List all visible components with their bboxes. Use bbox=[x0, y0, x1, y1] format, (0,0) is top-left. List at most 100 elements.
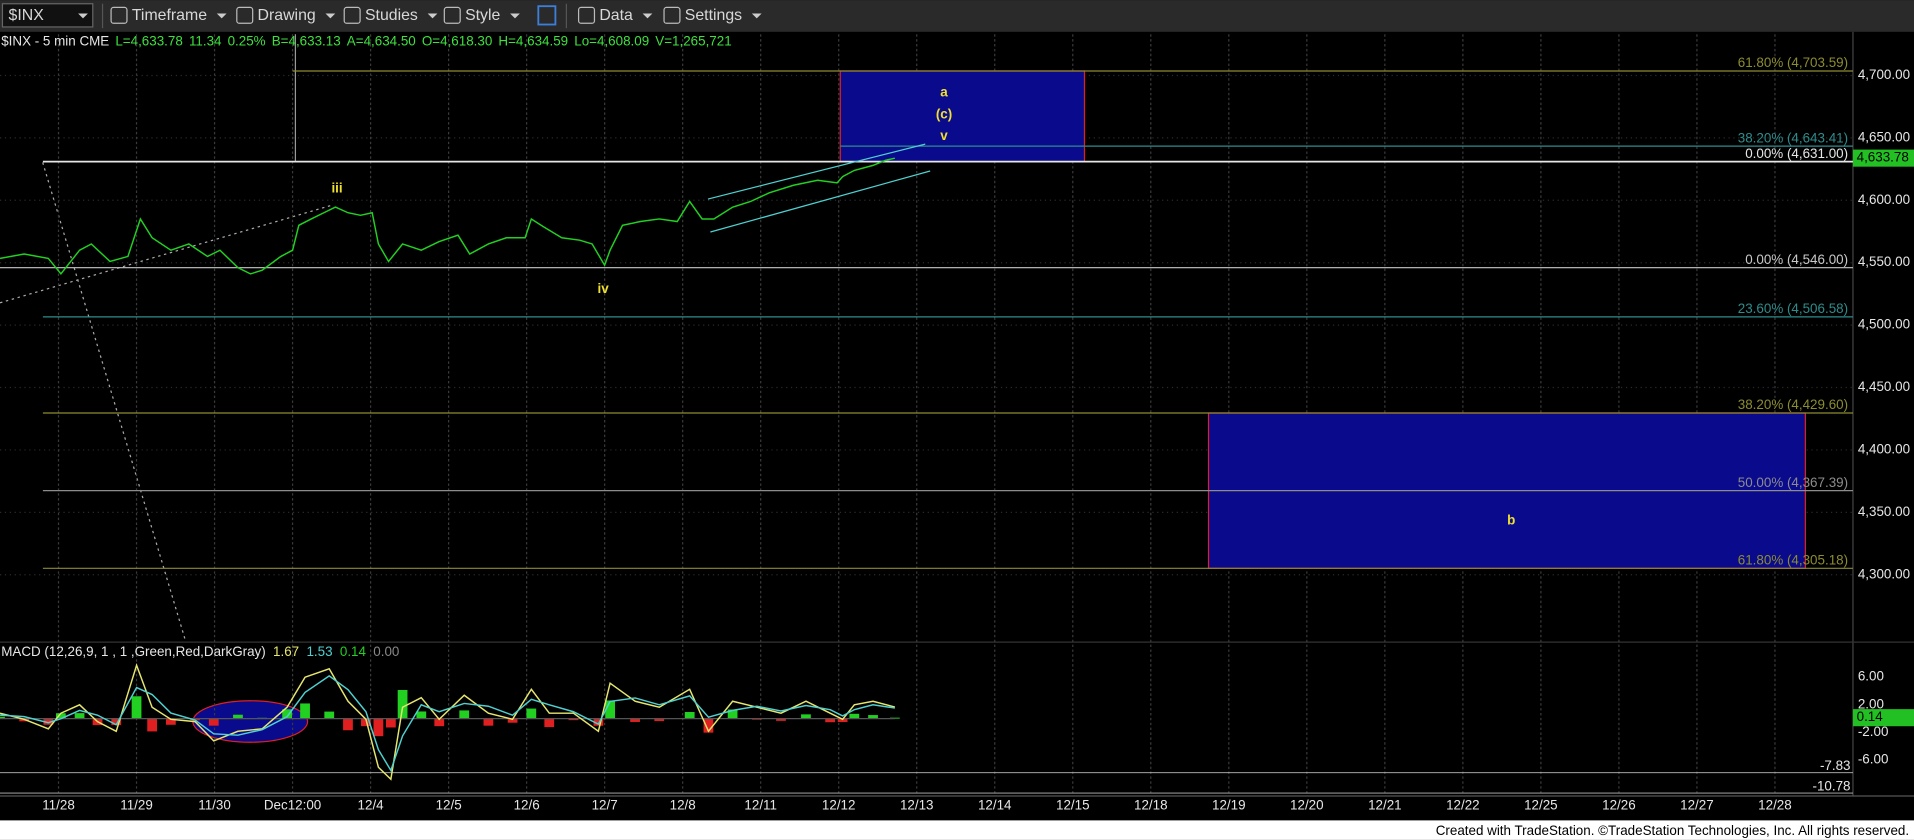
histogram-bar bbox=[324, 711, 335, 719]
histogram-bar bbox=[526, 708, 537, 719]
y-tick-label: 4,600.00 bbox=[1858, 192, 1910, 207]
series-line bbox=[0, 674, 895, 773]
target-zone bbox=[839, 70, 1086, 163]
x-tick-label: 12/6 bbox=[514, 797, 540, 812]
menu-item[interactable]: Studies bbox=[365, 7, 418, 24]
fib-label: 50.00% (4,367.39) bbox=[1738, 475, 1848, 490]
x-tick-label: 12/7 bbox=[592, 797, 618, 812]
study-header: $INX - 5 min CME L=4,633.78 11.34 0.25% B=4,… bbox=[1, 33, 731, 48]
x-tick-label: 11/30 bbox=[198, 797, 231, 812]
readout: 0.00 bbox=[373, 643, 399, 658]
toolbar bbox=[0, 0, 1914, 32]
wave-label: iv bbox=[597, 281, 609, 296]
x-tick-label: 12/18 bbox=[1134, 797, 1168, 812]
histogram-bar bbox=[74, 713, 85, 719]
wave-label: b bbox=[1507, 513, 1515, 528]
menu-icon bbox=[236, 6, 254, 24]
menu-icon bbox=[577, 6, 596, 24]
x-tick-label: 12/5 bbox=[436, 797, 462, 812]
quote-field: V=1,265,721 bbox=[655, 33, 731, 48]
x-tick-label: 12/8 bbox=[670, 797, 696, 812]
histogram-bar bbox=[385, 718, 396, 728]
histogram-bar bbox=[483, 718, 494, 726]
y-tick-label: 4,550.00 bbox=[1858, 254, 1910, 269]
readout: 1.53 bbox=[306, 643, 332, 658]
histogram-bar bbox=[605, 700, 615, 719]
histogram-bar bbox=[361, 718, 371, 727]
channel-line bbox=[710, 170, 931, 233]
x-tick-label: 12/11 bbox=[744, 797, 777, 812]
channel-line bbox=[707, 143, 926, 200]
last-value-tag bbox=[1852, 709, 1914, 727]
menu-item[interactable]: Data bbox=[599, 7, 633, 24]
series-line bbox=[0, 157, 896, 276]
histogram-bar bbox=[373, 718, 384, 737]
trend-line bbox=[0, 204, 333, 304]
histogram-bar bbox=[849, 713, 860, 719]
menu-item[interactable]: Style bbox=[465, 7, 500, 24]
wave-label: (c) bbox=[936, 106, 952, 121]
menu-icon bbox=[443, 6, 461, 24]
y-tick-label: 4,350.00 bbox=[1858, 504, 1910, 519]
fib-label: 38.20% (4,643.41) bbox=[1738, 130, 1848, 145]
fib-label: 38.20% (4,429.60) bbox=[1738, 397, 1848, 412]
y-tick-label: -6.00 bbox=[1858, 752, 1889, 767]
x-tick-label: 12/25 bbox=[1524, 797, 1558, 812]
menu-item[interactable]: Timeframe bbox=[132, 7, 207, 24]
histogram-bar bbox=[684, 712, 695, 719]
last-value-label: 4,633.78 bbox=[1857, 150, 1909, 165]
dropdown-arrow bbox=[427, 13, 438, 19]
histogram-bar bbox=[459, 710, 470, 719]
x-tick-label: 12/12 bbox=[822, 797, 856, 812]
menu-bar: Timeframe Drawing Studies Style Data Settings bbox=[110, 6, 762, 24]
study-header: MACD (12,26,9, 1 , 1 ,Green,Red,DarkGray… bbox=[1, 643, 399, 658]
y-tick-label: 4,400.00 bbox=[1858, 441, 1910, 456]
x-tick-label: 12/26 bbox=[1602, 797, 1636, 812]
histogram-bar bbox=[208, 718, 219, 726]
quote-field: H=4,634.59 bbox=[498, 33, 568, 48]
footer-bar bbox=[0, 820, 1914, 840]
histogram-bar bbox=[0, 716, 5, 719]
symbol-box[interactable] bbox=[1, 3, 94, 28]
menu-icon bbox=[110, 6, 128, 24]
histogram-bar bbox=[55, 713, 66, 719]
quote-field: L=4,633.78 bbox=[115, 33, 182, 48]
histogram-bar bbox=[593, 718, 604, 726]
fib-label: 61.80% (4,305.18) bbox=[1738, 553, 1848, 568]
y-tick-label: 4,450.00 bbox=[1858, 379, 1910, 394]
menu-item[interactable]: Drawing bbox=[258, 7, 316, 24]
histogram-bar bbox=[131, 696, 142, 719]
fib-label: 61.80% (4,703.59) bbox=[1738, 55, 1848, 70]
readout: 1.67 bbox=[273, 643, 299, 658]
quote-field: Lo=4,608.09 bbox=[574, 33, 649, 48]
dropdown-arrow bbox=[751, 13, 762, 19]
histogram-bar bbox=[727, 709, 738, 719]
x-tick-label: 12/15 bbox=[1056, 797, 1090, 812]
wave-label: a bbox=[940, 84, 948, 99]
histogram-bar bbox=[233, 714, 243, 719]
histogram-bar bbox=[111, 718, 122, 726]
x-tick-label: 12/4 bbox=[358, 797, 385, 812]
dropdown-arrow bbox=[78, 13, 88, 19]
menu-item[interactable]: Settings bbox=[685, 7, 742, 24]
quote-field: A=4,634.50 bbox=[347, 33, 416, 48]
y-tick-label: 4,500.00 bbox=[1858, 317, 1910, 332]
histogram-bar bbox=[43, 718, 54, 725]
fib-label: 0.00% (4,546.00) bbox=[1745, 252, 1848, 267]
layout-icon[interactable] bbox=[537, 5, 557, 26]
footer: Created with TradeStation. ©TradeStation… bbox=[1436, 823, 1909, 838]
x-tick-label: 12/14 bbox=[978, 797, 1012, 812]
readout: 0.14 bbox=[340, 643, 367, 658]
last-value-tag bbox=[1852, 149, 1914, 167]
menu-icon bbox=[663, 6, 681, 24]
x-tick-label: 12/28 bbox=[1758, 797, 1792, 812]
histogram-bar bbox=[868, 715, 878, 719]
x-tick-label: 12/22 bbox=[1446, 797, 1480, 812]
histogram-bar bbox=[703, 718, 714, 733]
y-tick-label: -2.00 bbox=[1858, 724, 1889, 739]
x-tick-label: 12/20 bbox=[1290, 797, 1324, 812]
histogram-bar bbox=[434, 718, 445, 727]
symbol[interactable]: $INX bbox=[9, 7, 45, 24]
quote-field: 11.34 bbox=[189, 33, 222, 48]
